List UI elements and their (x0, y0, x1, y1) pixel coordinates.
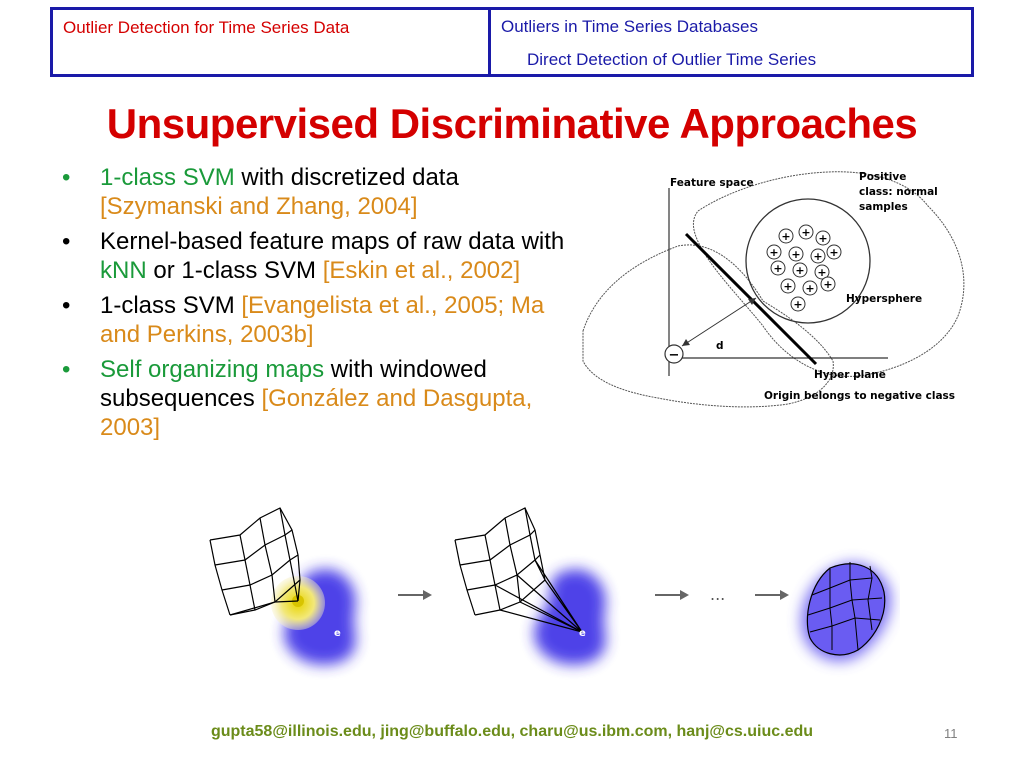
minus-symbol: − (669, 348, 680, 363)
slide-header: Outlier Detection for Time Series Data O… (50, 7, 974, 77)
hypersphere-circle (745, 198, 871, 324)
positive-sample-marker (814, 264, 830, 280)
positive-sample-marker (815, 230, 831, 246)
label-positive-2: class: normal (859, 186, 938, 198)
footer-authors: gupta58@illinois.edu, jing@buffalo.edu, … (210, 723, 814, 740)
plus-symbol: + (773, 262, 782, 275)
bullet-dot: • (62, 356, 71, 383)
bullet-dot: • (62, 164, 71, 191)
negative-region-shape (582, 244, 834, 408)
plus-symbol: + (829, 246, 838, 259)
bullet-text: with windowed subsequences (100, 356, 487, 412)
bullet-text: Self organizing maps (100, 356, 325, 383)
som-diagram: e e ... (209, 507, 891, 665)
bullet-item: • Kernel-based feature maps of raw data w… (62, 227, 582, 285)
plus-symbol: + (795, 264, 804, 277)
plus-symbol: + (813, 250, 822, 263)
feature-region-shape (692, 171, 965, 377)
positive-sample-marker (810, 248, 826, 264)
positive-samples: + + ++ + + ++ + ++ + ++ (766, 224, 842, 312)
plus-symbol: + (793, 298, 802, 311)
header-subsection: Outliers in Time Series Databases Direct… (491, 2, 971, 74)
label-origin: Origin belongs to negative class (764, 390, 955, 402)
positive-sample-marker (766, 244, 782, 260)
bullet-text: Kernel-based feature maps of raw data wi… (100, 228, 565, 255)
plus-symbol: + (818, 232, 827, 245)
plus-symbol: + (823, 278, 832, 291)
positive-sample-marker (826, 244, 842, 260)
bullet-text: with discretized data (234, 164, 459, 191)
bullet-text: [Evangelista et al., 2005; Ma and Perkin… (100, 292, 545, 348)
bullet-text: [Szymanski and Zhang, 2004] (100, 193, 418, 220)
som-step-final (801, 562, 891, 662)
bullet-dot: • (62, 228, 71, 255)
bullet-text: 1-class SVM (100, 164, 235, 191)
input-point-label-1: e (334, 628, 341, 639)
origin-negative-point (664, 344, 684, 364)
bullet-text: [Eskin et al., 2002] (322, 257, 521, 284)
label-feature-space: Feature space (670, 177, 754, 189)
positive-sample-marker (802, 280, 818, 296)
svm-diagram: − + + ++ + + ++ + ++ + ++ Feature space Positive … (582, 171, 965, 408)
label-hypersphere: Hypersphere (846, 293, 922, 305)
plus-symbol: + (783, 280, 792, 293)
bullet-item: • 1-class SVM [Evangelista et al., 2005; … (62, 291, 582, 349)
positive-sample-marker (792, 262, 808, 278)
label-positive-3: samples (859, 201, 908, 213)
positive-sample-marker (780, 278, 796, 294)
label-positive-1: Positive (859, 171, 906, 183)
arrow-1 (398, 590, 432, 600)
plus-symbol: + (801, 226, 810, 239)
arrow-2 (655, 590, 689, 600)
bullet-text: [González and Dasgupta, 2003] (100, 385, 533, 441)
input-point-label-2: e (579, 628, 586, 639)
bullet-list: • 1-class SVM with discretized data [Szym… (62, 163, 582, 448)
bullet-item: • Self organizing maps with windowed subs… (62, 355, 582, 442)
bullet-item: • 1-class SVM with discretized data [Szym… (62, 163, 582, 221)
plus-symbol: + (769, 246, 778, 259)
label-distance: d (716, 340, 724, 352)
header-topic: Outliers in Time Series Databases (501, 17, 758, 36)
plus-symbol: + (781, 230, 790, 243)
positive-sample-marker (790, 296, 806, 312)
bullet-dot: • (62, 292, 71, 319)
bullet-text: or 1-class SVM (146, 257, 323, 284)
som-step-1: e (209, 507, 356, 665)
plus-symbol: + (817, 266, 826, 279)
bullet-text: kNN (100, 257, 147, 284)
slide-title: Unsupervised Discriminative Approaches (106, 100, 918, 147)
plus-symbol: + (805, 282, 814, 295)
header-subtopic: Direct Detection of Outlier Time Series (527, 50, 817, 69)
header-section-title: Outlier Detection for Time Series Data (53, 10, 491, 74)
som-step-2: e (454, 507, 606, 665)
positive-sample-marker (798, 224, 814, 240)
distance-arrow (681, 297, 757, 347)
positive-sample-marker (820, 276, 836, 292)
arrow-3 (755, 590, 789, 600)
ellipsis: ... (710, 585, 725, 604)
positive-sample-marker (788, 246, 804, 262)
label-hyper-plane: Hyper plane (814, 369, 886, 381)
page-number: 11 (944, 726, 958, 741)
bullet-text: 1-class SVM (100, 292, 242, 319)
positive-sample-marker (770, 260, 786, 276)
positive-sample-marker (778, 228, 794, 244)
plus-symbol: + (791, 248, 800, 261)
